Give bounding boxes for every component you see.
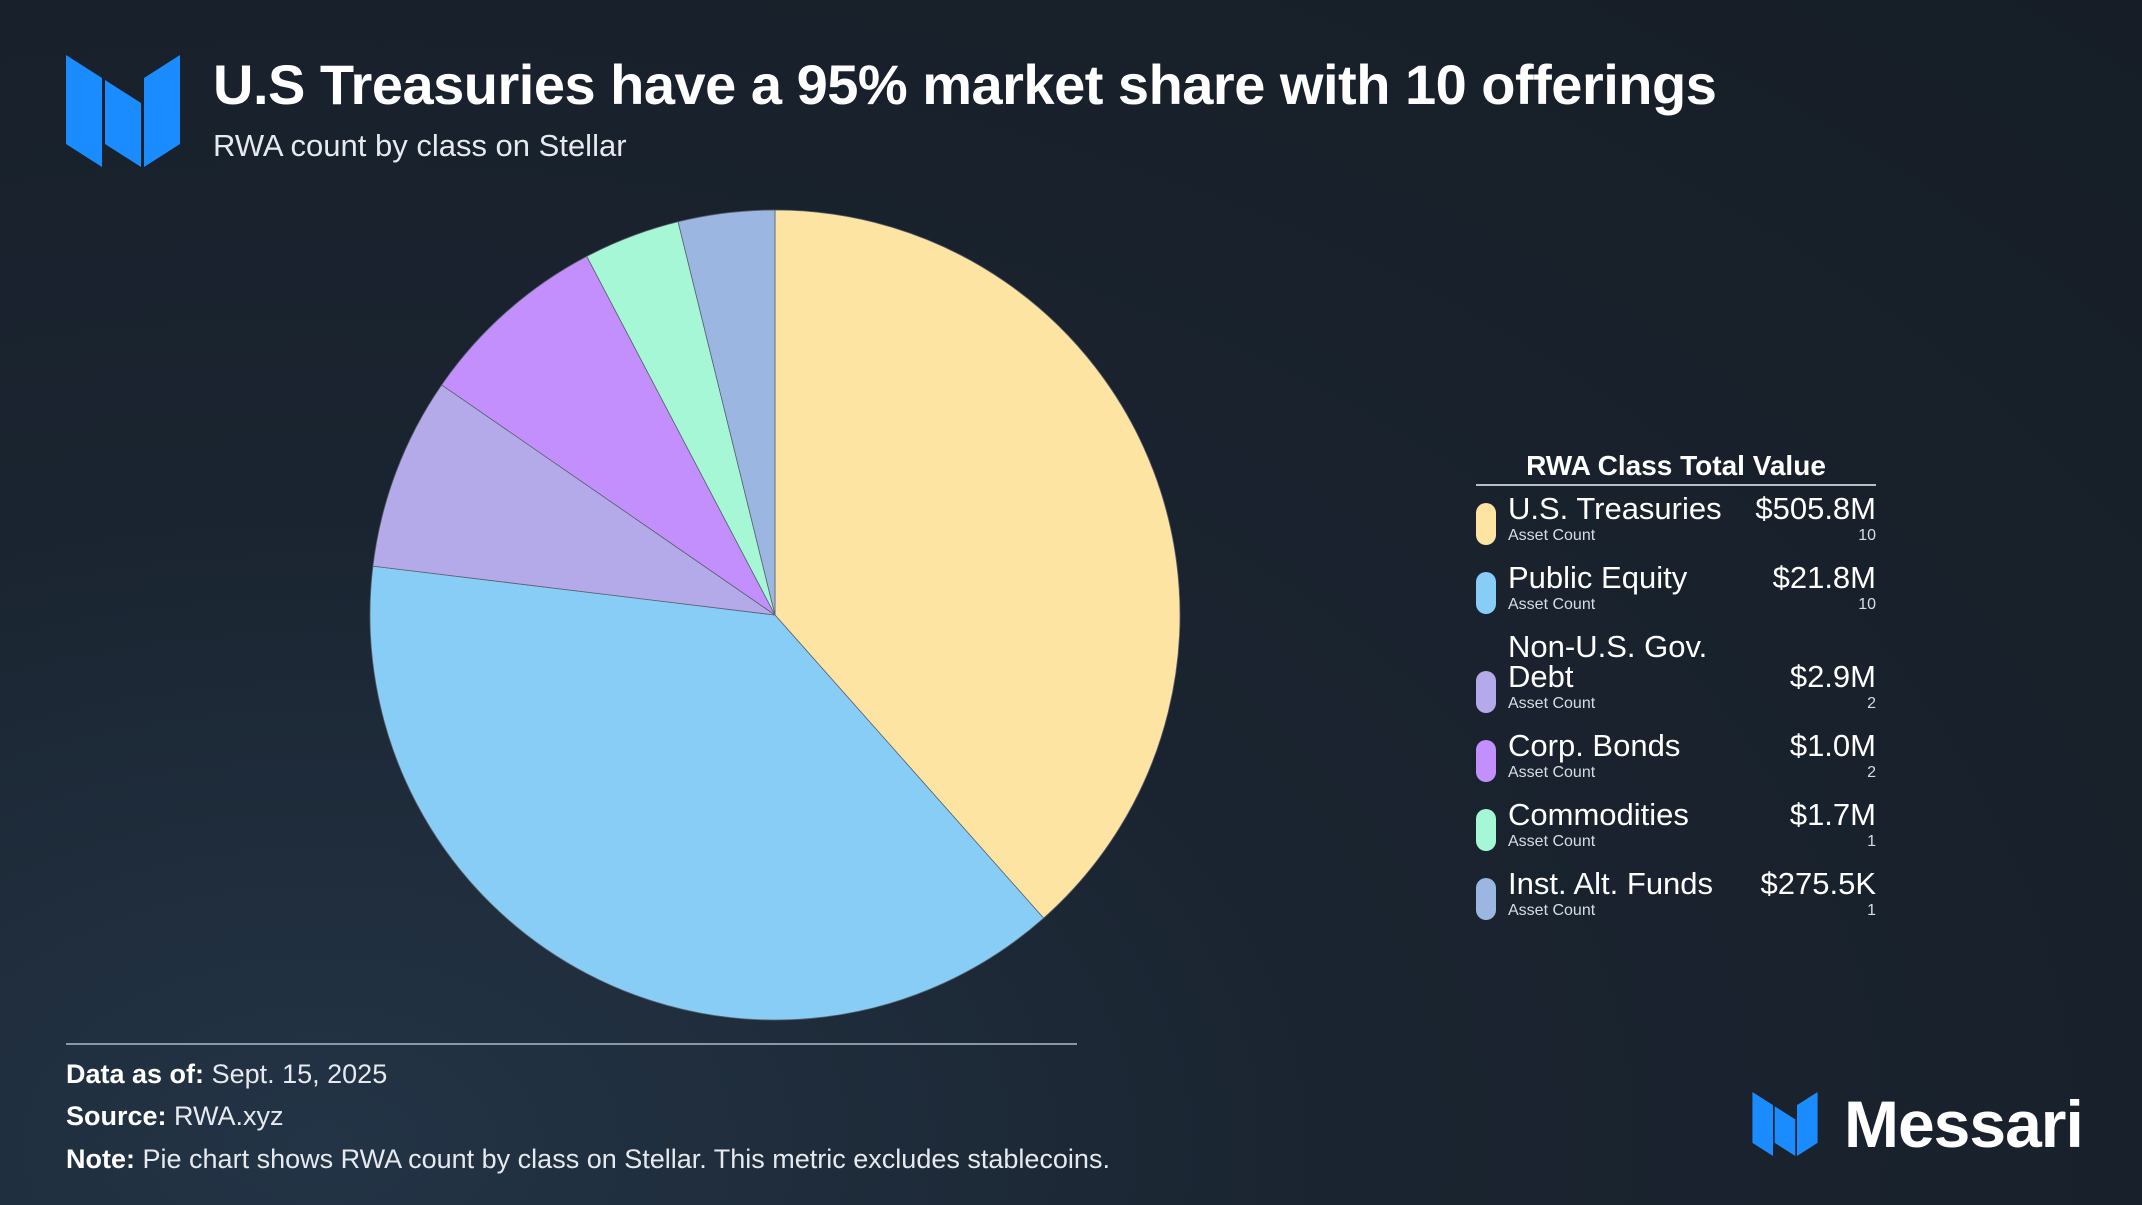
legend-swatch <box>1476 671 1496 713</box>
footer-note: Note: Pie chart shows RWA count by class… <box>66 1144 1110 1175</box>
chart-title: U.S Treasuries have a 95% market share w… <box>213 53 1717 116</box>
legend-count: 2 <box>1867 764 1876 781</box>
chart-subtitle: RWA count by class on Stellar <box>213 128 627 163</box>
legend-count-label: Asset Count <box>1508 764 1596 781</box>
note-label: Note: <box>66 1144 135 1174</box>
legend-label: Corp. Bonds <box>1508 728 1681 763</box>
legend-total-value: $21.8M <box>1772 560 1876 595</box>
legend-label: Commodities <box>1508 797 1689 832</box>
legend-total-value: $2.9M <box>1789 659 1876 694</box>
legend-label: Public Equity <box>1508 560 1688 595</box>
legend-count: 10 <box>1858 527 1876 544</box>
legend-item: Non-U.S. Gov. Debt Asset Count $2.9M 2 <box>1476 629 1876 713</box>
legend-total-value: $275.5K <box>1760 866 1877 901</box>
footer-divider <box>66 1043 1077 1045</box>
messari-logo-icon <box>66 55 180 167</box>
legend-swatch <box>1476 572 1496 614</box>
pie-slice-0 <box>774 209 1181 919</box>
legend-value-group: $275.5K 1 <box>1760 866 1877 920</box>
legend-value-group: $21.8M 10 <box>1772 560 1876 614</box>
legend-item: Public Equity Asset Count $21.8M 10 <box>1476 560 1876 614</box>
legend-count: 1 <box>1867 833 1876 850</box>
legend-label-group: Commodities Asset Count <box>1508 797 1790 851</box>
legend-item: Corp. Bonds Asset Count $1.0M 2 <box>1476 728 1876 782</box>
legend-count-label: Asset Count <box>1508 527 1596 544</box>
legend-label-group: Public Equity Asset Count <box>1508 560 1773 614</box>
legend-item: U.S. Treasuries Asset Count $505.8M 10 <box>1476 491 1876 545</box>
brand: Messari <box>1752 1086 2084 1162</box>
legend-count: 2 <box>1867 695 1876 712</box>
legend: RWA Class Total Value U.S. Treasuries Ass… <box>1476 450 1876 938</box>
legend-value-group: $2.9M 2 <box>1789 659 1876 713</box>
legend-swatch <box>1476 809 1496 851</box>
legend-label-group: U.S. Treasuries Asset Count <box>1508 491 1755 545</box>
footer-data-as-of: Data as of: Sept. 15, 2025 <box>66 1059 387 1090</box>
legend-header: RWA Class Total Value <box>1476 450 1876 486</box>
data-as-of-label: Data as of: <box>66 1059 205 1089</box>
legend-label: Non-U.S. Gov. Debt <box>1508 629 1708 694</box>
legend-count: 10 <box>1858 596 1876 613</box>
legend-label: Inst. Alt. Funds <box>1508 866 1714 901</box>
legend-value-group: $505.8M 10 <box>1755 491 1876 545</box>
source-value: RWA.xyz <box>174 1101 284 1131</box>
pie-slice-1 <box>369 565 1045 1021</box>
legend-count-label: Asset Count <box>1508 695 1596 712</box>
legend-label: U.S. Treasuries <box>1508 491 1722 526</box>
pie-slice-2 <box>372 384 776 616</box>
legend-value-group: $1.0M 2 <box>1789 728 1876 782</box>
legend-count-label: Asset Count <box>1508 902 1596 919</box>
source-label: Source: <box>66 1101 167 1131</box>
legend-total-value: $505.8M <box>1755 491 1876 526</box>
legend-label-group: Inst. Alt. Funds Asset Count <box>1508 866 1761 920</box>
legend-swatch <box>1476 503 1496 545</box>
legend-label-group: Corp. Bonds Asset Count <box>1508 728 1790 782</box>
data-as-of-value: Sept. 15, 2025 <box>211 1059 388 1089</box>
legend-count-label: Asset Count <box>1508 833 1596 850</box>
footer-source: Source: RWA.xyz <box>66 1101 284 1132</box>
legend-value-group: $1.7M 1 <box>1789 797 1876 851</box>
legend-total-value: $1.0M <box>1789 728 1876 763</box>
legend-swatch <box>1476 878 1496 920</box>
legend-count-label: Asset Count <box>1508 596 1596 613</box>
pie-slice-5 <box>677 209 776 616</box>
legend-total-value: $1.7M <box>1789 797 1876 832</box>
legend-item: Commodities Asset Count $1.7M 1 <box>1476 797 1876 851</box>
legend-swatch <box>1476 740 1496 782</box>
pie-slice-3 <box>441 255 776 616</box>
legend-count: 1 <box>1867 902 1876 919</box>
pie-chart <box>369 209 1181 1021</box>
legend-item: Inst. Alt. Funds Asset Count $275.5K 1 <box>1476 866 1877 920</box>
note-value: Pie chart shows RWA count by class on St… <box>142 1144 1110 1174</box>
legend-label-group: Non-U.S. Gov. Debt Asset Count <box>1508 629 1790 713</box>
brand-name: Messari <box>1844 1087 2084 1161</box>
messari-brand-icon <box>1752 1092 1818 1156</box>
